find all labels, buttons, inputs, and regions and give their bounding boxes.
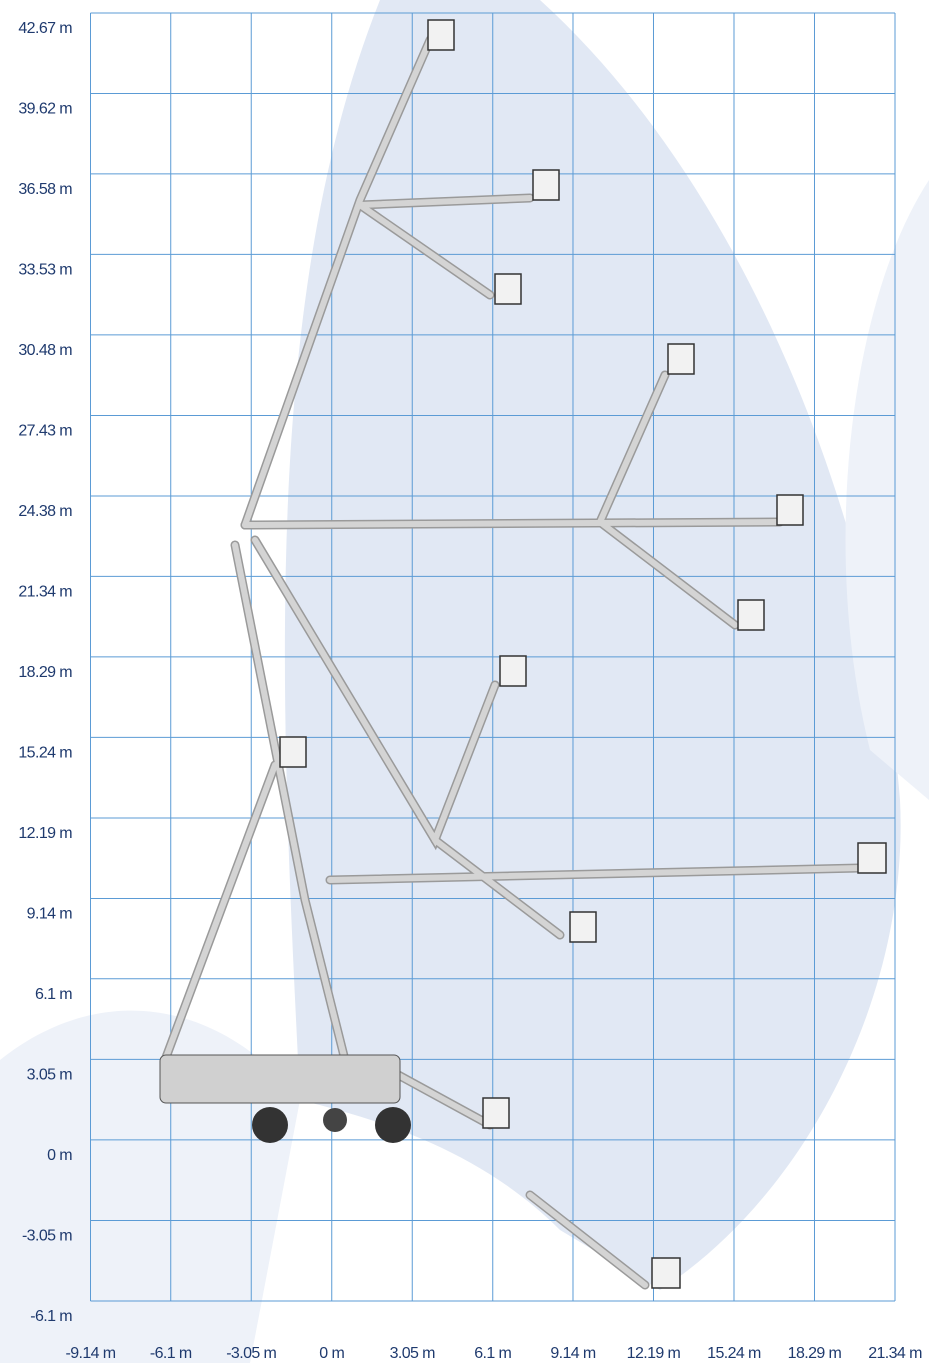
y-tick-label: 6.1 m bbox=[35, 986, 72, 1003]
x-tick-label: -9.14 m bbox=[65, 1345, 115, 1362]
y-tick-label: 30.48 m bbox=[18, 342, 72, 359]
x-tick-label: 12.19 m bbox=[627, 1345, 681, 1362]
y-tick-label: 27.43 m bbox=[18, 422, 72, 439]
x-tick-label: 15.24 m bbox=[707, 1345, 761, 1362]
y-tick-label: 3.05 m bbox=[27, 1066, 73, 1083]
y-tick-label: 24.38 m bbox=[18, 503, 72, 520]
x-tick-label: 6.1 m bbox=[474, 1345, 511, 1362]
y-tick-label: 18.29 m bbox=[18, 664, 72, 681]
y-tick-label: -3.05 m bbox=[22, 1227, 72, 1244]
x-tick-label: 3.05 m bbox=[390, 1345, 436, 1362]
y-tick-label: 0 m bbox=[47, 1147, 72, 1164]
x-tick-label: 0 m bbox=[319, 1345, 344, 1362]
x-tick-label: 21.34 m bbox=[868, 1345, 922, 1362]
y-tick-label: 42.67 m bbox=[18, 20, 72, 37]
y-tick-label: 33.53 m bbox=[18, 261, 72, 278]
y-tick-label: 9.14 m bbox=[27, 906, 73, 923]
y-tick-label: 39.62 m bbox=[18, 101, 72, 118]
y-tick-label: 21.34 m bbox=[18, 583, 72, 600]
x-tick-label: 18.29 m bbox=[788, 1345, 842, 1362]
y-tick-label: 36.58 m bbox=[18, 181, 72, 198]
x-tick-label: -6.1 m bbox=[150, 1345, 192, 1362]
y-tick-label: 15.24 m bbox=[18, 744, 72, 761]
x-tick-label: -3.05 m bbox=[226, 1345, 276, 1362]
range-diagram: -9.14 m -6.1 m -3.05 m 0 m 3.05 m 6.1 m 9.14 m… bbox=[0, 0, 929, 1363]
y-tick-label: 12.19 m bbox=[18, 825, 72, 842]
x-tick-label: 9.14 m bbox=[550, 1345, 596, 1362]
y-tick-label: -6.1 m bbox=[30, 1308, 72, 1325]
